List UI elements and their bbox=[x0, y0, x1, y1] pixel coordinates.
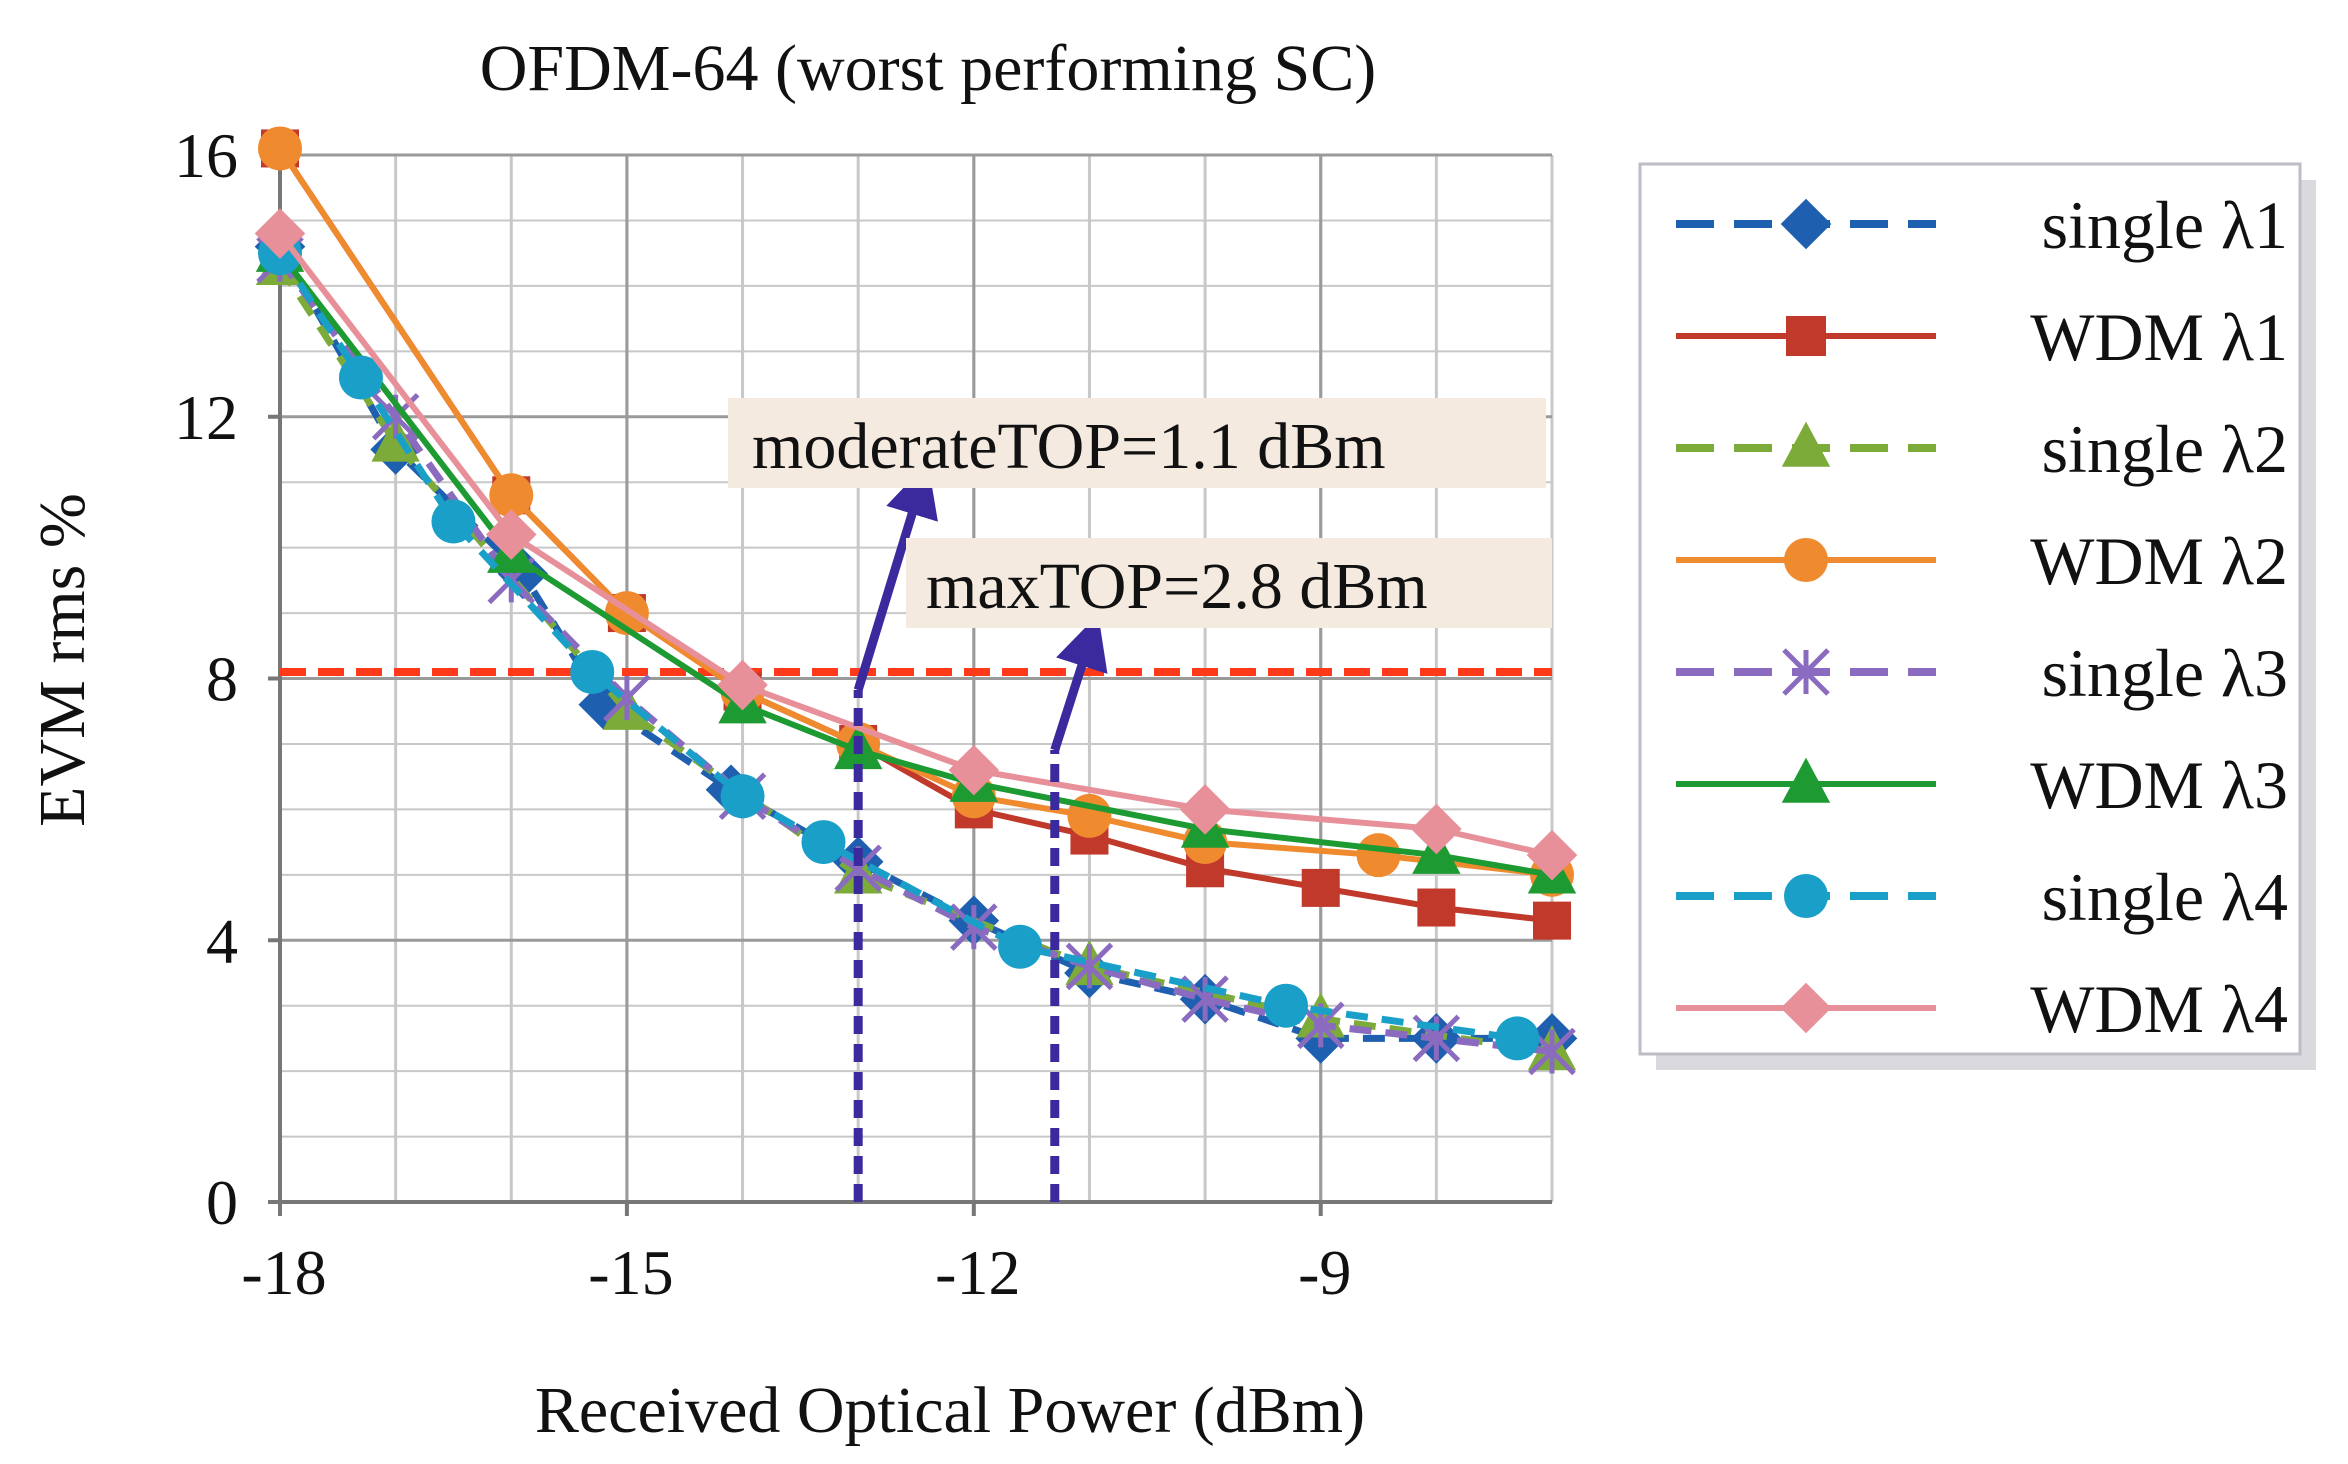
data-point-circle bbox=[1784, 874, 1828, 918]
data-point-circle bbox=[720, 774, 765, 819]
data-point-diamond bbox=[1411, 803, 1462, 855]
legend-item-1: single λ1 bbox=[1676, 187, 2288, 263]
legend: single λ1 WDM λ1 single λ2 WDM λ2 single λ3 W… bbox=[1638, 162, 2316, 1070]
max-top-arrow bbox=[1050, 614, 1108, 752]
y-tick-label: 0 bbox=[206, 1167, 238, 1238]
legend-box bbox=[1638, 162, 2302, 1056]
series-1 bbox=[254, 221, 1578, 1064]
data-point-diamond bbox=[1780, 198, 1832, 250]
data-point-diamond bbox=[717, 659, 768, 711]
x-tick-label: -9 bbox=[1298, 1237, 1351, 1308]
data-point-x bbox=[950, 903, 998, 951]
legend-label: WDM λ2 bbox=[2030, 523, 2288, 599]
data-point-diamond bbox=[1179, 784, 1231, 835]
legend-label: single λ1 bbox=[2042, 187, 2288, 263]
data-point-circle bbox=[489, 473, 534, 518]
legend-label: WDM λ3 bbox=[2030, 747, 2288, 823]
series-line bbox=[277, 146, 1553, 878]
chart-title: OFDM-64 (worst performing SC) bbox=[480, 32, 1376, 105]
x-tick-label: -18 bbox=[241, 1237, 326, 1308]
data-point-circle bbox=[258, 126, 302, 171]
legend-item-2: WDM λ1 bbox=[1676, 299, 2288, 375]
data-point-circle bbox=[1356, 833, 1401, 878]
data-point-triangle bbox=[1781, 421, 1831, 467]
series-line bbox=[276, 244, 1552, 1042]
tick-labels: -18 -15 -12 -9 0 4 8 12 16 bbox=[174, 120, 1351, 1308]
x-tick-label: -12 bbox=[935, 1237, 1020, 1308]
legend-label: WDM λ1 bbox=[2030, 299, 2288, 375]
data-point-circle bbox=[801, 820, 846, 865]
data-point-diamond bbox=[485, 509, 537, 560]
data-point-circle bbox=[431, 499, 476, 544]
series-7 bbox=[258, 231, 1540, 1061]
moderate-top-label: moderateTOP=1.1 dBm bbox=[752, 410, 1386, 483]
max-top-label-box bbox=[906, 538, 1552, 628]
data-point-square bbox=[1786, 316, 1826, 356]
legend-label: single λ3 bbox=[2042, 635, 2288, 711]
series-line bbox=[277, 257, 1553, 1055]
x-axis-label: Received Optical Power (dBm) bbox=[535, 1374, 1365, 1447]
series-3 bbox=[255, 239, 1577, 1071]
moderate-top-label-box bbox=[728, 398, 1546, 488]
data-point-circle bbox=[338, 355, 383, 400]
axes bbox=[268, 150, 1552, 1216]
data-point-diamond bbox=[1780, 982, 1832, 1034]
data-point-x bbox=[1782, 648, 1830, 696]
legend-item-5: single λ3 bbox=[1676, 635, 2288, 711]
data-point-diamond bbox=[254, 208, 306, 259]
data-point-x bbox=[1065, 942, 1114, 991]
series-layer bbox=[254, 126, 1578, 1076]
data-point-circle bbox=[1495, 1016, 1540, 1061]
legend-item-3: single λ2 bbox=[1676, 411, 2288, 487]
legend-label: WDM λ4 bbox=[2030, 971, 2288, 1047]
series-8 bbox=[254, 208, 1578, 881]
x-tick-label: -15 bbox=[588, 1237, 673, 1308]
series-line bbox=[277, 264, 1553, 1055]
data-point-square bbox=[1417, 888, 1456, 927]
data-point-circle bbox=[998, 924, 1043, 969]
data-point-circle bbox=[570, 649, 615, 694]
y-tick-label: 16 bbox=[174, 120, 238, 191]
legend-label: single λ2 bbox=[2042, 411, 2288, 487]
data-point-diamond bbox=[948, 744, 1000, 796]
data-point-square bbox=[1533, 901, 1571, 940]
y-tick-label: 8 bbox=[206, 644, 238, 715]
legend-item-4: WDM λ2 bbox=[1676, 523, 2288, 599]
major-grid bbox=[278, 153, 1552, 1204]
data-point-diamond bbox=[1526, 829, 1578, 881]
series-line bbox=[277, 251, 1553, 878]
legend-item-8: WDM λ4 bbox=[1676, 971, 2288, 1047]
data-point-triangle bbox=[1781, 757, 1831, 803]
y-tick-label: 4 bbox=[206, 905, 238, 976]
data-point-circle bbox=[1264, 983, 1309, 1028]
annotation-layer: moderateTOP=1.1 dBm maxTOP=2.8 dBm bbox=[728, 398, 1552, 1202]
data-point-square bbox=[1301, 868, 1340, 907]
legend-item-7: single λ4 bbox=[1676, 859, 2288, 935]
series-5 bbox=[256, 235, 1576, 1076]
legend-item-6: WDM λ3 bbox=[1676, 747, 2288, 823]
legend-label: single λ4 bbox=[2042, 859, 2288, 935]
moderate-top-arrow bbox=[853, 462, 938, 692]
data-point-circle bbox=[1784, 538, 1828, 582]
y-axis-label: EVM rms % bbox=[26, 493, 99, 827]
max-top-label: maxTOP=2.8 dBm bbox=[926, 550, 1428, 623]
y-tick-label: 12 bbox=[174, 382, 238, 453]
series-line bbox=[277, 251, 1518, 1042]
